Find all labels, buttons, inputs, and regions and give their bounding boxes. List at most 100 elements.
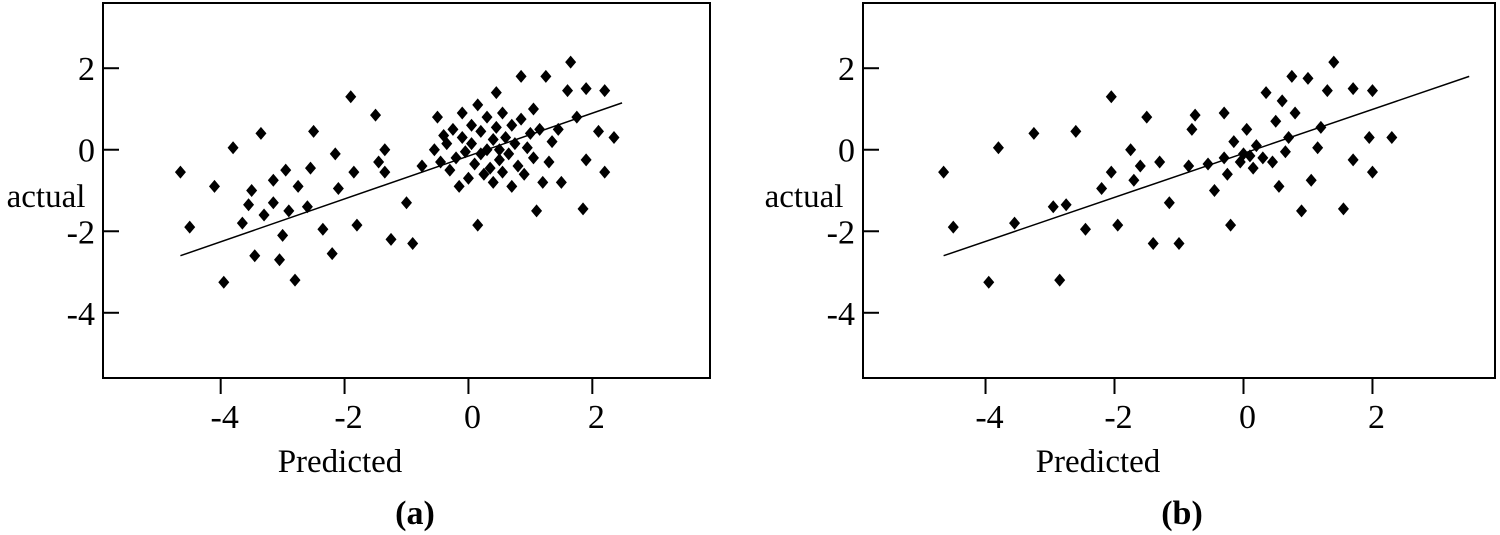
data-point xyxy=(258,208,270,222)
data-point xyxy=(947,220,959,234)
data-point xyxy=(274,253,286,267)
data-point xyxy=(370,108,382,122)
data-point xyxy=(208,179,220,193)
data-point xyxy=(509,137,521,151)
data-point xyxy=(481,110,493,124)
y-tick-label: 0 xyxy=(838,133,855,170)
plot-frame xyxy=(102,2,711,379)
data-point xyxy=(1241,122,1253,136)
y-tick-label: -2 xyxy=(67,214,95,251)
data-point xyxy=(450,151,462,165)
data-point xyxy=(246,184,258,197)
data-point xyxy=(490,120,502,134)
data-point xyxy=(487,133,499,147)
data-point xyxy=(1286,69,1298,83)
data-point xyxy=(543,155,555,169)
data-point xyxy=(521,141,533,155)
panel-b: 2 0 -2 -4 -4 -2 0 2 actual Predicted(b) xyxy=(765,2,1496,532)
data-point xyxy=(1244,149,1256,163)
data-point xyxy=(503,147,515,161)
data-point xyxy=(527,102,539,116)
data-point xyxy=(1186,122,1198,136)
data-point xyxy=(537,175,549,189)
x-tick-label: -2 xyxy=(1104,399,1132,436)
data-point xyxy=(227,141,239,155)
data-point xyxy=(1079,222,1091,236)
data-point xyxy=(599,84,611,98)
data-point xyxy=(283,204,295,218)
y-tick-label: 2 xyxy=(78,51,95,88)
data-point xyxy=(1315,120,1327,134)
data-point xyxy=(1302,71,1314,85)
x-tick-label: -4 xyxy=(975,399,1003,436)
data-point xyxy=(329,147,341,161)
data-point xyxy=(1009,216,1021,230)
data-point xyxy=(531,204,543,218)
data-point xyxy=(1141,110,1153,124)
data-point xyxy=(1283,131,1295,145)
data-point xyxy=(1060,198,1072,212)
data-point xyxy=(515,112,527,126)
data-point xyxy=(540,69,552,83)
data-point xyxy=(580,82,592,96)
data-point xyxy=(379,165,391,179)
data-point xyxy=(938,165,950,179)
data-point xyxy=(1202,157,1214,171)
data-point xyxy=(1112,218,1124,232)
data-point xyxy=(345,90,357,104)
data-point xyxy=(1173,236,1185,250)
x-axis-title: Predicted xyxy=(1036,444,1161,480)
data-point xyxy=(571,110,583,124)
data-point xyxy=(1247,161,1259,175)
x-tick-label: 0 xyxy=(1239,399,1256,436)
data-point xyxy=(1125,143,1137,157)
x-tick-label: -4 xyxy=(211,399,239,436)
y-tick-label: 0 xyxy=(78,133,95,170)
data-point xyxy=(1218,106,1230,120)
data-point xyxy=(462,171,474,185)
data-point xyxy=(580,153,592,167)
data-point xyxy=(577,202,589,216)
x-tick-label: 2 xyxy=(588,399,605,436)
y-axis-title: actual xyxy=(7,179,86,215)
data-point xyxy=(267,173,279,187)
data-point xyxy=(506,118,518,132)
data-point xyxy=(1279,145,1291,159)
data-point xyxy=(493,143,505,157)
data-point xyxy=(546,135,558,149)
data-point xyxy=(416,159,428,173)
data-point xyxy=(1273,179,1285,193)
data-point xyxy=(317,222,329,236)
data-point xyxy=(351,218,363,232)
data-point xyxy=(255,126,267,140)
data-point xyxy=(379,143,391,157)
data-point xyxy=(1208,184,1220,197)
data-point xyxy=(1289,106,1301,120)
data-point xyxy=(552,122,564,136)
data-point xyxy=(1257,151,1269,165)
data-point xyxy=(1218,151,1230,165)
data-point xyxy=(481,143,493,157)
data-point xyxy=(493,153,505,167)
data-point xyxy=(1312,141,1324,155)
x-axis-title: Predicted xyxy=(278,444,403,480)
y-tick-label: -4 xyxy=(67,296,95,333)
data-point xyxy=(444,163,456,177)
data-point xyxy=(1105,165,1117,179)
data-point xyxy=(459,145,471,159)
data-point xyxy=(1189,108,1201,122)
data-point xyxy=(1250,139,1262,153)
data-point xyxy=(1105,90,1117,104)
data-point xyxy=(1070,124,1082,138)
data-point xyxy=(1047,200,1059,214)
data-point xyxy=(475,124,487,138)
data-point xyxy=(174,165,186,179)
data-point xyxy=(326,247,338,261)
data-point xyxy=(1276,94,1288,108)
data-point xyxy=(1154,155,1166,169)
data-point xyxy=(456,106,468,120)
data-point xyxy=(1296,204,1308,218)
data-point xyxy=(249,249,261,263)
data-point xyxy=(1221,167,1233,181)
data-point xyxy=(431,110,443,124)
